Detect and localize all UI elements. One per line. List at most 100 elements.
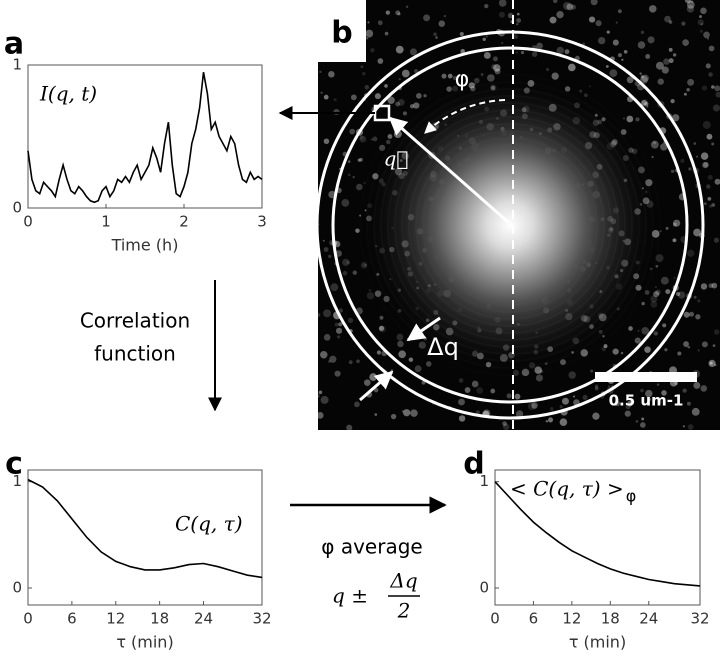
speckle-dot [356, 183, 363, 191]
chart-title: < C(q, τ) > [510, 477, 624, 501]
speckle-dot [464, 387, 471, 393]
speckle-dot [352, 175, 355, 179]
speckle-dot [335, 250, 342, 257]
speckle-dot [441, 73, 447, 79]
speckle-dot [323, 138, 330, 145]
scale-bar-label: 0.5 um-1 [609, 392, 684, 410]
speckle-dot [349, 128, 356, 135]
speckle-dot [372, 136, 378, 142]
formula: 2 [397, 599, 411, 623]
speckle-dot [367, 21, 370, 24]
speckle-dot [664, 348, 668, 352]
speckle-dot [640, 422, 646, 428]
chart-title: I(q, t) [39, 82, 97, 106]
angle-label: φ [455, 67, 470, 92]
speckle-dot [378, 325, 386, 333]
speckle-dot [622, 117, 626, 120]
speckle-dot [713, 329, 720, 335]
speckle-dot [646, 105, 649, 108]
speckle-dot [605, 65, 609, 68]
speckle-dot [606, 30, 610, 34]
speckle-dot [653, 291, 660, 298]
panel-label: a [4, 27, 24, 62]
speckle-dot [498, 0, 507, 7]
speckle-dot [654, 285, 657, 289]
speckle-dot [687, 249, 695, 257]
speckle-dot [614, 400, 620, 407]
speckle-dot [333, 98, 337, 102]
speckle-dot [594, 386, 599, 391]
data-line [494, 481, 701, 587]
speckle-dot [609, 69, 618, 78]
speckle-dot [413, 69, 419, 74]
speckle-dot [328, 70, 335, 78]
y-tick-label: 1 [12, 472, 22, 490]
speckle-dot [644, 346, 651, 353]
chart-title: C(q, τ) [175, 512, 243, 536]
speckle-dot [414, 365, 422, 373]
speckle-dot [397, 99, 405, 106]
speckle-dot [670, 98, 675, 104]
x-tick-label: 24 [194, 610, 213, 628]
speckle-dot [459, 32, 464, 37]
speckle-dot [330, 283, 339, 292]
speckle-dot [668, 58, 674, 64]
speckle-dot [700, 23, 704, 26]
speckle-dot [363, 181, 366, 185]
speckle-dot [360, 65, 364, 69]
speckle-dot [490, 388, 496, 394]
x-tick-label: 12 [562, 610, 581, 628]
speckle-dot [677, 351, 682, 356]
speckle-dot [572, 395, 576, 398]
speckle-dot [316, 412, 324, 419]
x-tick-label: 32 [690, 610, 709, 628]
speckle-dot [350, 94, 357, 101]
speckle-dot [370, 48, 375, 53]
speckle-dot [688, 167, 692, 171]
y-tick-label: 0 [12, 578, 22, 596]
speckle-dot [377, 20, 383, 26]
speckle-dot [639, 72, 642, 75]
speckle-dot [588, 16, 596, 23]
x-tick-label: 0 [23, 213, 33, 231]
speckle-dot [347, 317, 354, 324]
speckle-dot [369, 373, 378, 381]
speckle-dot [686, 87, 690, 92]
speckle-dot [657, 78, 664, 85]
speckle-dot [460, 48, 465, 54]
speckle-dot [502, 421, 507, 426]
speckle-dot [359, 135, 367, 143]
speckle-dot [356, 359, 360, 364]
speckle-dot [672, 238, 677, 243]
speckle-dot [655, 254, 664, 263]
speckle-dot [655, 264, 659, 268]
speckle-dot [395, 45, 404, 54]
speckle-dot [570, 4, 577, 10]
speckle-dot [491, 64, 497, 70]
speckle-dot [700, 385, 708, 392]
speckle-dot [700, 283, 708, 290]
speckle-dot [660, 143, 668, 151]
speckle-dot [563, 1, 571, 10]
speckle-dot [598, 36, 606, 45]
speckle-dot [590, 369, 594, 373]
speckle-dot [673, 276, 676, 280]
speckle-dot [566, 3, 574, 11]
x-tick-label: 24 [639, 610, 658, 628]
speckle-dot [435, 36, 438, 39]
speckle-dot [493, 64, 501, 72]
speckle-dot [697, 299, 701, 303]
speckle-dot [640, 75, 648, 84]
speckle-dot [374, 413, 378, 416]
speckle-dot [709, 361, 713, 365]
x-tick-label: 12 [106, 610, 125, 628]
speckle-dot [551, 72, 559, 80]
speckle-dot [401, 69, 410, 78]
speckle-dot [700, 152, 709, 160]
speckle-dot [359, 157, 363, 162]
speckle-dot [683, 341, 689, 347]
speckle-dot [625, 404, 631, 410]
speckle-dot [409, 48, 417, 56]
speckle-dot [416, 93, 422, 99]
